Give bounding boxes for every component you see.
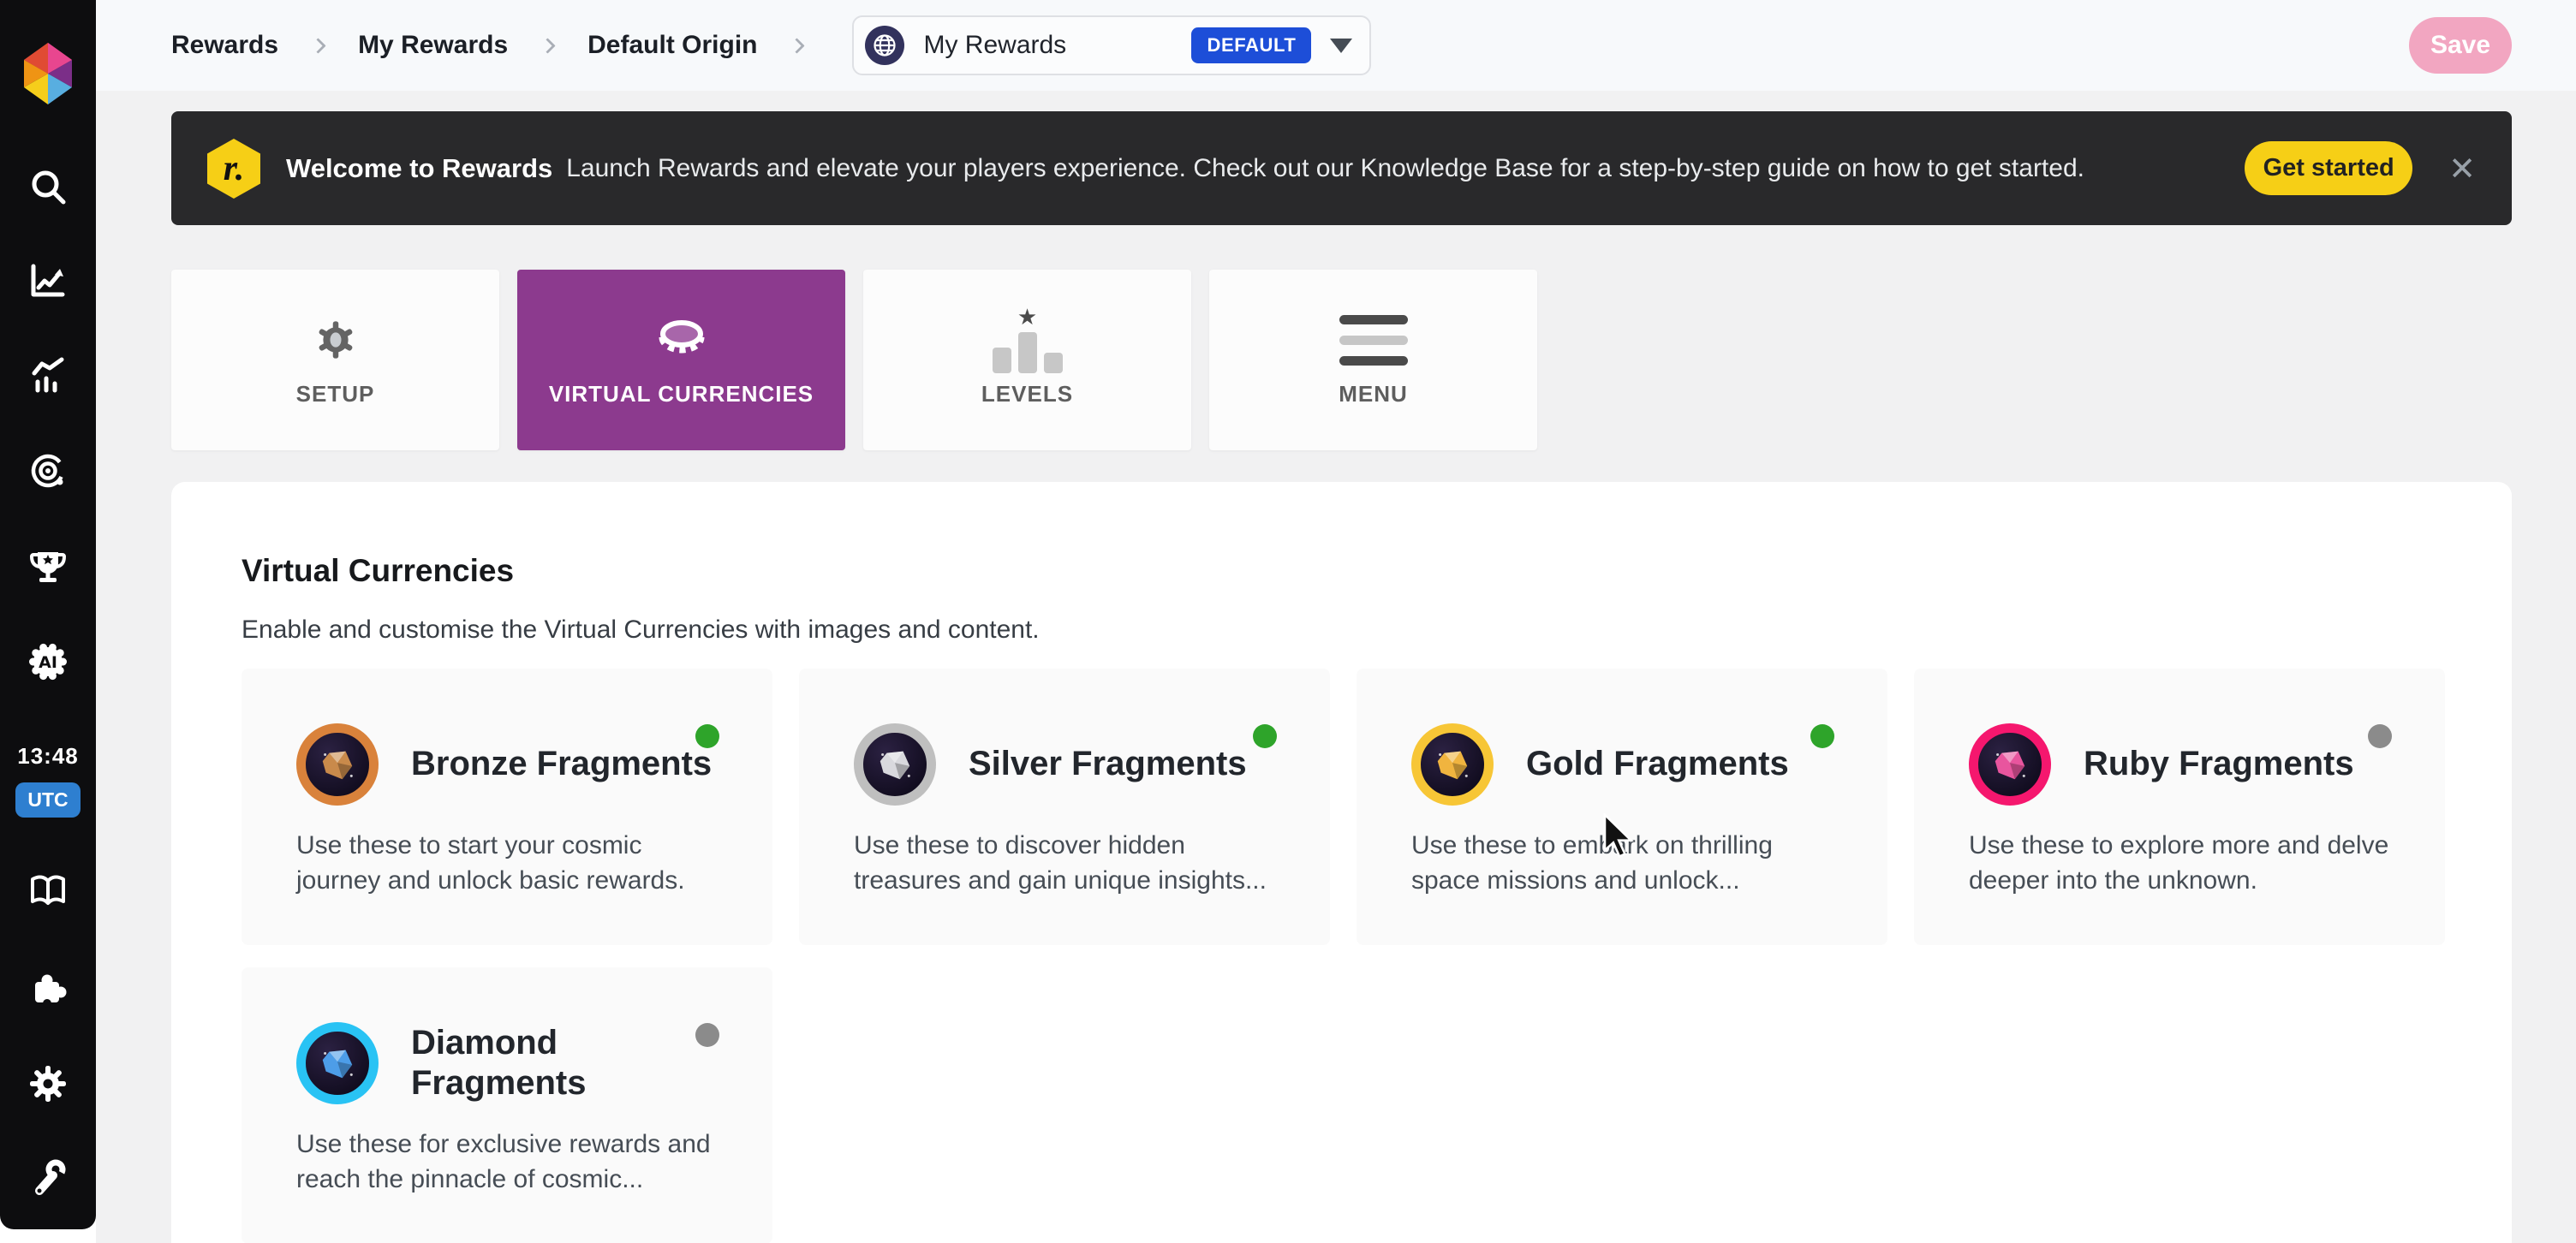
save-button[interactable]: Save [2409,17,2512,74]
breadcrumb-my-rewards[interactable]: My Rewards [358,31,509,59]
status-dot [695,724,719,748]
page-subtitle: Enable and customise the Virtual Currenc… [242,616,1040,644]
gold-coin-icon [1411,723,1494,806]
status-dot [2368,724,2392,748]
currency-title: Bronze Fragments [411,745,713,783]
knowledge-base-icon[interactable] [0,871,96,912]
currency-title: Gold Fragments [1526,745,1789,783]
rewards-logo-icon: r. [207,138,260,199]
rewards-selector-dropdown[interactable]: My Rewards DEFAULT [852,15,1372,75]
integrations-puzzle-icon[interactable] [0,968,96,1009]
currency-card-grid: Bronze Fragments Use these to start your… [242,669,2512,1243]
tab-levels-label: LEVELS [981,381,1074,407]
globe-icon [865,26,905,65]
line-chart-icon[interactable] [0,260,96,301]
trophy-icon[interactable] [0,546,96,587]
currency-description: Use these to embark on thrilling space m… [1411,831,1773,895]
tab-menu[interactable]: MENU [1209,270,1537,450]
hamburger-menu-icon [1339,309,1408,371]
levels-icon: ★ [992,305,1063,373]
currency-card-diamond[interactable]: Diamond Fragments Use these for exclusiv… [242,967,772,1243]
utc-label: UTC [15,782,80,818]
diamond-coin-icon [296,1022,379,1104]
breadcrumb-default-origin[interactable]: Default Origin [587,31,758,59]
tab-virtual-currencies-label: VIRTUAL CURRENCIES [548,381,814,407]
ruby-coin-icon [1969,723,2051,806]
chevron-right-icon [789,37,806,54]
default-badge: DEFAULT [1191,27,1312,63]
logo-letter: r. [224,149,245,188]
virtual-currencies-panel: Virtual Currencies Enable and customise … [171,482,2512,1243]
bar-chart-icon[interactable] [0,355,96,396]
tab-menu-label: MENU [1339,381,1408,407]
currency-description: Use these to explore more and delve deep… [1969,831,2389,895]
tab-setup-label: SETUP [295,381,375,407]
banner-title: Welcome to Rewards [286,152,553,183]
chevron-right-icon [540,37,556,54]
banner-message: Launch Rewards and elevate your players … [566,153,2084,182]
currency-description: Use these to start your cosmic journey a… [296,831,685,895]
chevron-down-icon [1330,38,1353,53]
currency-description: Use these for exclusive rewards and reac… [296,1130,711,1193]
status-dot [1253,724,1277,748]
star-icon: ★ [1017,305,1038,330]
sidebar: AI 13:48 UTC [0,0,96,1229]
topbar: Rewards My Rewards Default Origin My Rew… [96,0,2576,91]
silver-coin-icon [854,723,936,806]
rewards-tabs: SETUP VIRTUAL CURRENCIES ★ [171,270,2512,450]
status-dot [1810,724,1834,748]
settings-gear-icon[interactable] [0,1063,96,1104]
ai-assistant-icon[interactable]: AI [0,641,96,682]
currency-title: Diamond Fragments [411,1023,587,1102]
welcome-banner: r. Welcome to Rewards Launch Rewards and… [171,111,2512,225]
tab-setup[interactable]: SETUP [171,270,499,450]
chevron-right-icon [310,37,326,54]
breadcrumb-rewards[interactable]: Rewards [171,31,279,59]
tab-levels[interactable]: ★ LEVELS [863,270,1191,450]
search-icon[interactable] [0,166,96,207]
currency-title: Silver Fragments [969,745,1247,783]
page-title: Virtual Currencies [242,553,515,588]
gear-icon [313,309,358,371]
bronze-coin-icon [296,723,379,806]
get-started-button[interactable]: Get started [2245,141,2413,195]
timezone-badge[interactable]: UTC [0,782,96,818]
content-area: r. Welcome to Rewards Launch Rewards and… [96,91,2576,1243]
app-logo-icon[interactable] [0,43,96,104]
hexagon-logo-icon [24,43,72,104]
tools-wrench-icon[interactable] [0,1158,96,1199]
ai-label: AI [39,653,57,672]
close-icon[interactable]: ✕ [2448,149,2476,187]
currency-card-bronze[interactable]: Bronze Fragments Use these to start your… [242,669,772,945]
clock-time: 13:48 [17,743,79,769]
coin-icon [656,309,707,371]
currency-description: Use these to discover hidden treasures a… [854,831,1267,895]
tab-virtual-currencies[interactable]: VIRTUAL CURRENCIES [517,270,845,450]
selector-value: My Rewards [923,31,1067,59]
currency-title: Ruby Fragments [2084,745,2354,783]
currency-card-gold[interactable]: Gold Fragments Use these to embark on th… [1357,669,1887,945]
status-dot [695,1023,719,1047]
currency-card-ruby[interactable]: Ruby Fragments Use these to explore more… [1914,669,2445,945]
target-icon[interactable] [0,450,96,491]
currency-card-silver[interactable]: Silver Fragments Use these to discover h… [799,669,1330,945]
